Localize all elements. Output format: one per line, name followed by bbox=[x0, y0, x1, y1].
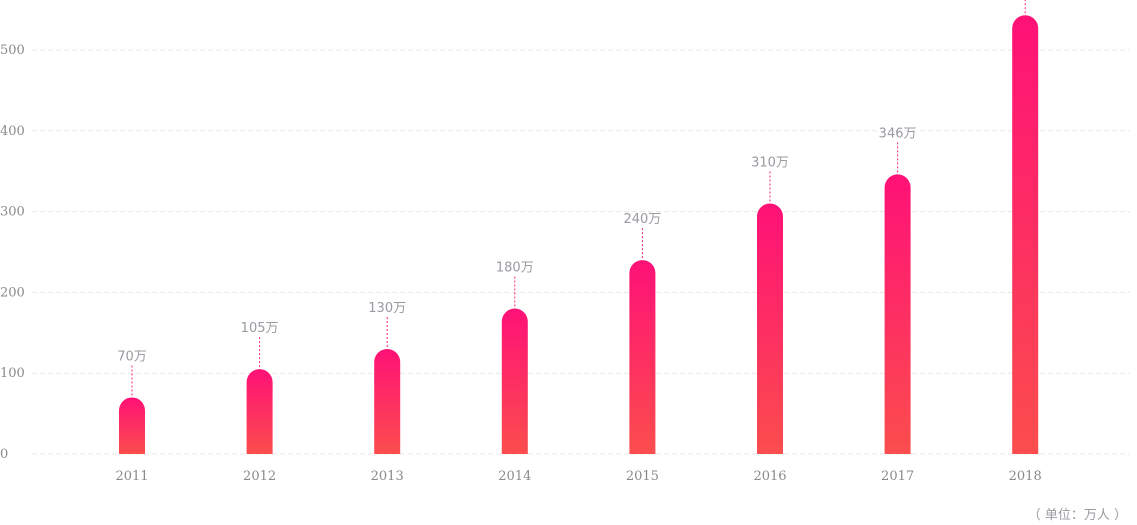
x-axis-ticks: 2011 2012 2013 2014 2015 2016 2017 2018 bbox=[115, 469, 1041, 484]
data-label: 70万 bbox=[117, 349, 147, 364]
data-label: 310万 bbox=[751, 156, 789, 171]
data-label: 240万 bbox=[623, 212, 661, 227]
x-tick-label: 2015 bbox=[626, 469, 659, 484]
bar bbox=[119, 397, 145, 454]
x-tick-label: 2017 bbox=[881, 469, 914, 484]
x-tick-label: 2013 bbox=[371, 469, 404, 484]
data-label: 105万 bbox=[241, 321, 279, 336]
data-label: 130万 bbox=[368, 301, 406, 316]
data-label: 346万 bbox=[879, 126, 917, 141]
bar bbox=[502, 309, 528, 454]
bar bbox=[885, 174, 911, 454]
y-axis-ticks: 0 100 200 300 400 500 bbox=[0, 43, 25, 462]
y-tick-label: 300 bbox=[0, 205, 25, 220]
y-tick-label: 100 bbox=[0, 366, 25, 381]
y-tick-label: 400 bbox=[0, 124, 25, 139]
y-tick-label: 0 bbox=[0, 447, 8, 462]
grid-lines bbox=[32, 50, 1130, 454]
x-tick-label: 2014 bbox=[498, 469, 531, 484]
bar bbox=[374, 349, 400, 454]
x-tick-label: 2012 bbox=[243, 469, 276, 484]
x-tick-label: 2011 bbox=[115, 469, 148, 484]
bar bbox=[757, 204, 783, 454]
data-label: 180万 bbox=[496, 261, 534, 276]
bar bbox=[629, 260, 655, 454]
bar bbox=[247, 369, 273, 454]
bar bbox=[1012, 15, 1038, 454]
unit-note: （ 单位：万人 ） bbox=[1028, 504, 1127, 523]
y-tick-label: 200 bbox=[0, 285, 25, 300]
bars: 70万105万130万180万240万310万346万543万 bbox=[117, 0, 1044, 454]
x-tick-label: 2016 bbox=[753, 469, 786, 484]
x-tick-label: 2018 bbox=[1009, 469, 1042, 484]
y-tick-label: 500 bbox=[0, 43, 25, 58]
